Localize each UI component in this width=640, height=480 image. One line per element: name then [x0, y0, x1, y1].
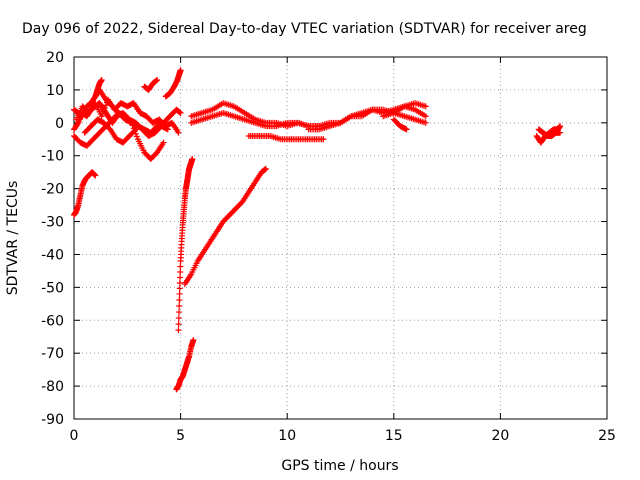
series-arc-steep-b	[173, 337, 197, 393]
data-point	[102, 102, 109, 109]
data-point	[99, 110, 106, 117]
series-arc-early-c	[71, 109, 167, 163]
series-arc-spike-b	[162, 67, 184, 100]
data-point	[131, 127, 138, 134]
data-point	[176, 303, 183, 310]
data-point	[403, 126, 410, 133]
data-point	[320, 136, 327, 143]
data-point	[422, 113, 429, 120]
series-arc-late	[533, 123, 564, 146]
data-point	[133, 133, 140, 140]
y-tick-label: 0	[55, 116, 64, 132]
data-point	[101, 105, 108, 112]
data-point	[422, 119, 429, 126]
series-arc-early-f	[92, 77, 105, 100]
axis-ticks: 0 5 10 15 20 25 20 10 0 -10 -20 -30 -40 -50 -60 -70 -80 -…	[41, 50, 616, 444]
data-point	[177, 274, 184, 281]
y-tick-label: -90	[41, 412, 64, 428]
y-tick-label: -40	[41, 247, 64, 263]
data-point	[175, 315, 182, 322]
series-arc-mid-e	[380, 103, 429, 120]
x-tick-label: 20	[491, 428, 509, 444]
data-point	[177, 269, 184, 276]
series-arc-steep-a	[175, 156, 196, 334]
y-tick-label: -60	[41, 313, 64, 329]
series-arc-early-d	[73, 96, 182, 136]
series-arc-mid-f	[390, 116, 410, 133]
data-point	[175, 321, 182, 328]
data-point	[160, 139, 167, 146]
data-point	[132, 126, 139, 133]
grid	[74, 57, 607, 419]
data-point	[129, 122, 136, 129]
x-tick-label: 0	[70, 428, 79, 444]
series-arc-mid-c	[245, 132, 327, 143]
data-point	[98, 77, 105, 84]
data-point	[189, 156, 196, 163]
y-tick-label: -20	[41, 182, 64, 198]
series-arc-long-rise	[181, 165, 269, 288]
data-point	[190, 337, 197, 344]
x-tick-label: 15	[385, 428, 403, 444]
data-point	[176, 290, 183, 297]
y-axis-label: SDTVAR / TECUs	[5, 181, 21, 296]
y-tick-label: -30	[41, 215, 64, 231]
y-tick-label: -50	[41, 280, 64, 296]
data-point	[128, 119, 135, 126]
data-point	[176, 309, 183, 316]
data-point	[176, 285, 183, 292]
data-point	[177, 263, 184, 270]
data-point	[422, 103, 429, 110]
x-axis-label: GPS time / hours	[281, 458, 398, 474]
series-arc-low-start	[71, 169, 99, 218]
data-point	[176, 296, 183, 303]
series-arc-early-e	[81, 116, 139, 146]
series-arc-spike-a	[141, 77, 161, 93]
data-point	[175, 327, 182, 334]
data-point	[154, 77, 161, 84]
data-point	[98, 113, 105, 120]
y-tick-label: -80	[41, 379, 64, 395]
y-tick-label: -10	[41, 149, 64, 165]
data-point	[175, 129, 182, 136]
x-tick-label: 10	[278, 428, 296, 444]
y-tick-label: 20	[46, 50, 64, 66]
data-point	[557, 129, 564, 136]
chart-title: Day 096 of 2022, Sidereal Day-to-day VTE…	[22, 21, 587, 37]
x-tick-label: 25	[598, 428, 616, 444]
data-point	[92, 172, 99, 179]
data-point	[177, 109, 184, 116]
data-marks	[71, 67, 564, 393]
data-point	[177, 67, 184, 74]
y-tick-label: 10	[46, 83, 64, 99]
data-point	[100, 107, 107, 114]
plot-frame	[73, 56, 608, 420]
data-point	[127, 118, 134, 125]
data-point	[557, 123, 564, 130]
data-point	[176, 279, 183, 286]
x-tick-label: 5	[176, 428, 185, 444]
series-arc-late-b	[535, 126, 564, 139]
y-tick-label: -70	[41, 346, 64, 362]
data-point	[262, 165, 269, 172]
